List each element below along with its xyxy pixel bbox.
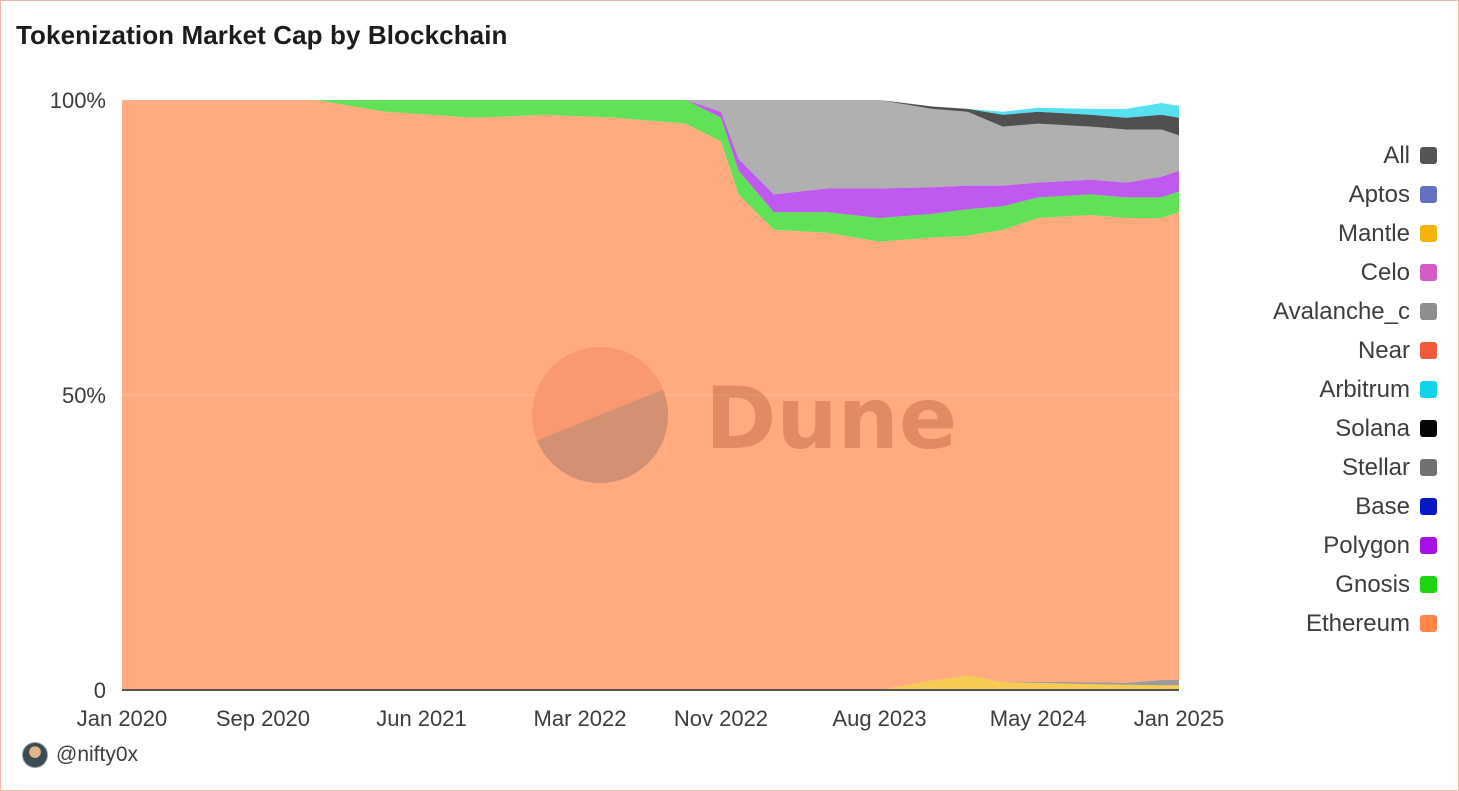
legend-item-base[interactable]: Base bbox=[1197, 487, 1437, 526]
x-tick-label: Jan 2020 bbox=[77, 706, 168, 731]
legend-label: Celo bbox=[1360, 258, 1410, 286]
legend-item-solana[interactable]: Solana bbox=[1197, 409, 1437, 448]
legend-label: All bbox=[1383, 141, 1410, 169]
x-tick-label: Mar 2022 bbox=[534, 706, 627, 731]
legend-label: Avalanche_c bbox=[1273, 297, 1410, 325]
legend-label: Solana bbox=[1335, 414, 1410, 442]
legend-item-mantle[interactable]: Mantle bbox=[1197, 214, 1437, 253]
author-attribution[interactable]: @nifty0x bbox=[22, 742, 138, 768]
legend-label: Near bbox=[1357, 336, 1410, 364]
x-tick-label: Sep 2020 bbox=[216, 706, 310, 731]
chart-legend: All Aptos Mantle Celo Avalanche_c Near Arbitru… bbox=[1197, 136, 1437, 643]
area-series-mantle bbox=[122, 675, 1179, 690]
x-tick-label: Jan 2025 bbox=[1134, 706, 1225, 731]
area-series-avalanche-c bbox=[122, 100, 1179, 195]
chart-title: Tokenization Market Cap by Blockchain bbox=[16, 20, 508, 50]
legend-item-polygon[interactable]: Polygon bbox=[1197, 526, 1437, 565]
y-tick-label: 50% bbox=[62, 383, 106, 408]
legend-swatch bbox=[1420, 186, 1437, 203]
legend-swatch bbox=[1420, 459, 1437, 476]
legend-label: Aptos bbox=[1348, 180, 1410, 208]
legend-item-gnosis[interactable]: Gnosis bbox=[1197, 565, 1437, 604]
legend-item-stellar[interactable]: Stellar bbox=[1197, 448, 1437, 487]
legend-swatch bbox=[1420, 576, 1437, 593]
y-tick-label: 100% bbox=[50, 88, 106, 113]
legend-item-avalanche-c[interactable]: Avalanche_c bbox=[1197, 292, 1437, 331]
legend-item-aptos[interactable]: Aptos bbox=[1197, 175, 1437, 214]
legend-swatch bbox=[1420, 537, 1437, 554]
author-handle[interactable]: @nifty0x bbox=[56, 743, 139, 766]
legend-item-ethereum[interactable]: Ethereum bbox=[1197, 604, 1437, 643]
area-series-polygon bbox=[122, 100, 1179, 218]
legend-item-near[interactable]: Near bbox=[1197, 331, 1437, 370]
legend-swatch bbox=[1420, 342, 1437, 359]
legend-swatch bbox=[1420, 498, 1437, 515]
legend-item-all[interactable]: All bbox=[1197, 136, 1437, 175]
watermark-text: Dune bbox=[705, 369, 957, 469]
dune-watermark: Dune bbox=[532, 347, 957, 483]
legend-label: Stellar bbox=[1341, 453, 1410, 481]
x-tick-label: Nov 2022 bbox=[674, 706, 768, 731]
legend-label: Arbitrum bbox=[1319, 375, 1410, 403]
y-tick-label: 0 bbox=[94, 678, 106, 703]
x-tick-label: Aug 2023 bbox=[832, 706, 926, 731]
legend-label: Ethereum bbox=[1305, 609, 1410, 637]
legend-swatch bbox=[1420, 225, 1437, 242]
legend-label: Polygon bbox=[1323, 531, 1410, 559]
legend-swatch bbox=[1420, 147, 1437, 164]
legend-swatch bbox=[1420, 381, 1437, 398]
legend-swatch bbox=[1420, 303, 1437, 320]
legend-label: Gnosis bbox=[1335, 570, 1410, 598]
x-tick-label: Jun 2021 bbox=[376, 706, 467, 731]
legend-label: Base bbox=[1355, 492, 1410, 520]
x-tick-label: May 2024 bbox=[990, 706, 1087, 731]
avatar bbox=[22, 742, 48, 768]
watermark-slice bbox=[536, 389, 668, 483]
legend-swatch bbox=[1420, 615, 1437, 632]
legend-label: Mantle bbox=[1337, 219, 1410, 247]
legend-item-celo[interactable]: Celo bbox=[1197, 253, 1437, 292]
legend-item-arbitrum[interactable]: Arbitrum bbox=[1197, 370, 1437, 409]
legend-swatch bbox=[1420, 420, 1437, 437]
legend-swatch bbox=[1420, 264, 1437, 281]
